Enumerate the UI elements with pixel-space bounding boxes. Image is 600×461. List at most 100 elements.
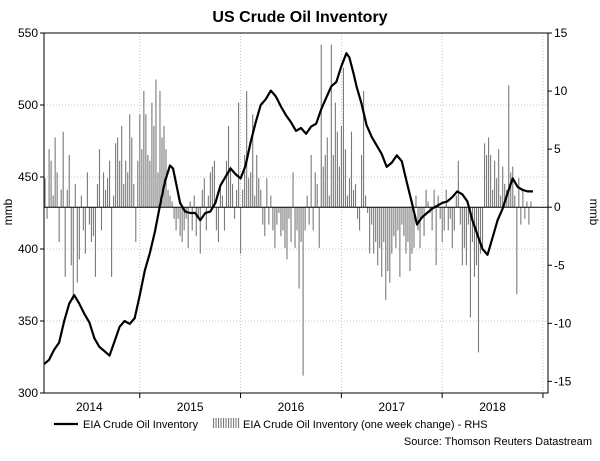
weekly-change-bar	[367, 207, 369, 213]
weekly-change-bar	[379, 207, 381, 248]
chart-title: US Crude Oil Inventory	[212, 9, 387, 26]
weekly-change-bar	[455, 195, 457, 208]
weekly-change-bar	[56, 172, 58, 208]
weekly-change-bar	[421, 207, 423, 219]
weekly-change-bar	[415, 195, 417, 208]
weekly-change-bar	[145, 114, 147, 208]
weekly-change-bar	[149, 160, 151, 208]
left-tick-label: 550	[18, 26, 38, 40]
weekly-change-bar	[177, 207, 179, 219]
weekly-change-bar	[94, 207, 97, 277]
weekly-change-bar	[135, 207, 137, 243]
weekly-change-bar	[225, 160, 228, 208]
right-tick-label: -5	[554, 258, 565, 272]
weekly-change-bar	[500, 195, 502, 208]
plot-frame	[43, 32, 549, 394]
weekly-change-bar	[252, 114, 254, 208]
weekly-change-bar	[443, 207, 445, 231]
weekly-change-bar	[409, 207, 411, 272]
weekly-change-bar	[288, 207, 290, 219]
weekly-change-bar	[70, 207, 72, 266]
weekly-change-bar	[58, 207, 60, 243]
weekly-change-bar	[113, 195, 115, 208]
left-tick-label: 350	[18, 314, 38, 328]
legend-label-weekly-change: EIA Crude Oil Inventory (one week change…	[243, 419, 488, 431]
weekly-change-bar	[340, 125, 342, 208]
weekly-change-bar	[407, 207, 409, 243]
weekly-change-bar	[201, 189, 203, 208]
x-tick-label: 2018	[479, 400, 506, 414]
weekly-change-bar	[481, 207, 484, 248]
weekly-change-bar	[205, 207, 207, 231]
weekly-change-bar	[363, 91, 365, 208]
x-tick-label: 2014	[76, 400, 103, 414]
weekly-change-bar	[469, 207, 471, 318]
weekly-change-bar	[147, 154, 149, 208]
weekly-change-bars	[44, 44, 532, 376]
weekly-change-bar	[272, 207, 274, 231]
weekly-change-bar	[86, 172, 88, 208]
weekly-change-bar	[242, 189, 244, 208]
weekly-change-bar	[123, 183, 125, 208]
weekly-change-bar	[66, 189, 68, 208]
weekly-change-bar	[100, 207, 103, 231]
weekly-change-bar	[155, 79, 157, 208]
weekly-change-bar	[197, 207, 199, 219]
weekly-change-bar	[490, 154, 492, 208]
legend-bar-stripe	[220, 418, 222, 428]
weekly-change-bar	[518, 178, 520, 208]
weekly-change-bar	[290, 207, 292, 243]
weekly-change-bar	[344, 149, 346, 208]
weekly-change-bar	[498, 149, 500, 208]
weekly-change-bar	[151, 102, 153, 208]
weekly-change-bar	[320, 44, 322, 208]
weekly-change-bar	[231, 183, 234, 208]
x-tick-label: 2017	[378, 400, 405, 414]
legend-bar-stripe	[213, 418, 215, 428]
weekly-change-bar	[514, 195, 516, 208]
weekly-change-bar	[219, 183, 221, 208]
weekly-change-bar	[502, 166, 504, 208]
weekly-change-bar	[102, 172, 105, 208]
weekly-change-bar	[369, 207, 371, 254]
weekly-change-bar	[78, 207, 80, 260]
left-tick-label: 450	[18, 170, 38, 184]
weekly-change-bar	[453, 207, 455, 231]
weekly-change-bar	[354, 183, 357, 208]
weekly-change-bar	[473, 207, 476, 277]
weekly-change-bar	[399, 207, 401, 277]
weekly-change-bar	[342, 67, 344, 208]
weekly-change-bar	[437, 195, 439, 208]
weekly-change-bar	[405, 207, 407, 254]
weekly-change-bar	[175, 207, 177, 231]
weekly-change-bar	[229, 166, 232, 208]
weekly-change-bar	[483, 143, 486, 208]
weekly-change-bar	[240, 207, 242, 254]
weekly-change-bar	[60, 189, 62, 208]
weekly-change-bar	[310, 154, 312, 208]
weekly-change-bar	[381, 207, 383, 277]
weekly-change-bar	[244, 154, 246, 208]
weekly-change-bar	[264, 207, 266, 237]
weekly-change-bar	[250, 172, 252, 208]
weekly-change-bar	[159, 91, 161, 208]
weekly-change-bar	[306, 195, 308, 208]
weekly-change-bar	[494, 160, 496, 208]
weekly-change-bar	[68, 154, 70, 208]
weekly-change-bar	[302, 207, 304, 376]
weekly-change-bar	[195, 207, 197, 237]
weekly-change-bar	[96, 183, 99, 208]
weekly-change-bar	[417, 207, 419, 231]
weekly-change-bar	[447, 207, 449, 231]
weekly-change-bar	[191, 207, 193, 231]
weekly-change-bar	[266, 178, 268, 208]
weekly-change-bar	[508, 85, 510, 208]
weekly-change-bar	[350, 131, 353, 208]
weekly-change-bar	[439, 207, 441, 219]
weekly-change-bar	[477, 207, 480, 353]
weekly-change-bar	[80, 195, 82, 208]
weekly-change-bar	[88, 207, 90, 225]
weekly-change-bar	[336, 131, 338, 208]
weekly-change-bar	[209, 172, 211, 208]
weekly-change-bar	[512, 166, 514, 208]
